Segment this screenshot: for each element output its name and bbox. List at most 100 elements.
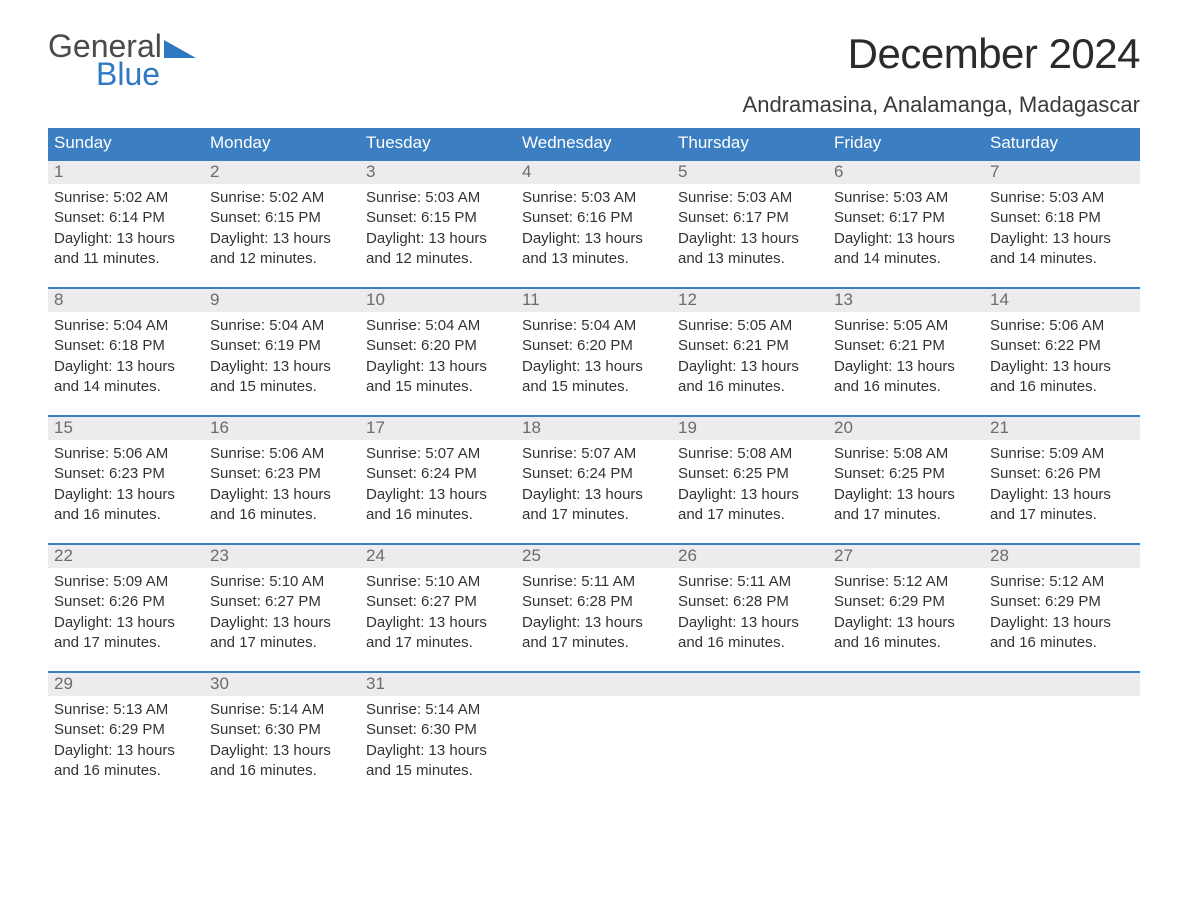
sunset-line: Sunset: 6:28 PM: [678, 592, 822, 612]
sunset-line: Sunset: 6:19 PM: [210, 336, 354, 356]
sunset-line: Sunset: 6:27 PM: [210, 592, 354, 612]
day-cell: Sunrise: 5:14 AMSunset: 6:30 PMDaylight:…: [360, 696, 516, 781]
sunrise-line: Sunrise: 5:08 AM: [834, 444, 978, 464]
day-cell: Sunrise: 5:12 AMSunset: 6:29 PMDaylight:…: [828, 568, 984, 653]
sunset-line: Sunset: 6:23 PM: [210, 464, 354, 484]
day-cell: Sunrise: 5:08 AMSunset: 6:25 PMDaylight:…: [828, 440, 984, 525]
sunset-line: Sunset: 6:15 PM: [210, 208, 354, 228]
day-number: 23: [204, 545, 360, 568]
dow-cell: Saturday: [984, 128, 1140, 159]
daylight-line: Daylight: 13 hours and 13 minutes.: [522, 229, 666, 270]
day-number: 21: [984, 417, 1140, 440]
day-cell: Sunrise: 5:08 AMSunset: 6:25 PMDaylight:…: [672, 440, 828, 525]
sunset-line: Sunset: 6:23 PM: [54, 464, 198, 484]
day-number: 14: [984, 289, 1140, 312]
day-cell: Sunrise: 5:05 AMSunset: 6:21 PMDaylight:…: [672, 312, 828, 397]
sunrise-line: Sunrise: 5:06 AM: [990, 316, 1134, 336]
sunrise-line: Sunrise: 5:10 AM: [366, 572, 510, 592]
dow-cell: Thursday: [672, 128, 828, 159]
daylight-line: Daylight: 13 hours and 16 minutes.: [678, 357, 822, 398]
day-cell: Sunrise: 5:04 AMSunset: 6:20 PMDaylight:…: [360, 312, 516, 397]
sunrise-line: Sunrise: 5:12 AM: [990, 572, 1134, 592]
day-cell: Sunrise: 5:10 AMSunset: 6:27 PMDaylight:…: [360, 568, 516, 653]
day-number: 29: [48, 673, 204, 696]
sunrise-line: Sunrise: 5:05 AM: [678, 316, 822, 336]
daylight-line: Daylight: 13 hours and 16 minutes.: [834, 357, 978, 398]
daylight-line: Daylight: 13 hours and 16 minutes.: [678, 613, 822, 654]
daylight-line: Daylight: 13 hours and 16 minutes.: [990, 613, 1134, 654]
daylight-line: Daylight: 13 hours and 17 minutes.: [54, 613, 198, 654]
week-row: 1234567Sunrise: 5:02 AMSunset: 6:14 PMDa…: [48, 159, 1140, 269]
day-number-row: 891011121314: [48, 289, 1140, 312]
sunrise-line: Sunrise: 5:11 AM: [678, 572, 822, 592]
sunrise-line: Sunrise: 5:03 AM: [834, 188, 978, 208]
daylight-line: Daylight: 13 hours and 11 minutes.: [54, 229, 198, 270]
daylight-line: Daylight: 13 hours and 16 minutes.: [990, 357, 1134, 398]
sunset-line: Sunset: 6:16 PM: [522, 208, 666, 228]
daylight-line: Daylight: 13 hours and 15 minutes.: [210, 357, 354, 398]
sunrise-line: Sunrise: 5:02 AM: [54, 188, 198, 208]
day-number-row: 15161718192021: [48, 417, 1140, 440]
sunrise-line: Sunrise: 5:13 AM: [54, 700, 198, 720]
sunset-line: Sunset: 6:24 PM: [366, 464, 510, 484]
day-cell: Sunrise: 5:04 AMSunset: 6:18 PMDaylight:…: [48, 312, 204, 397]
sunrise-line: Sunrise: 5:07 AM: [366, 444, 510, 464]
dow-cell: Sunday: [48, 128, 204, 159]
day-number: 28: [984, 545, 1140, 568]
sunrise-line: Sunrise: 5:07 AM: [522, 444, 666, 464]
daylight-line: Daylight: 13 hours and 17 minutes.: [210, 613, 354, 654]
sunrise-line: Sunrise: 5:04 AM: [210, 316, 354, 336]
day-cell: Sunrise: 5:03 AMSunset: 6:16 PMDaylight:…: [516, 184, 672, 269]
sunset-line: Sunset: 6:18 PM: [54, 336, 198, 356]
day-number: 15: [48, 417, 204, 440]
day-number: 7: [984, 161, 1140, 184]
sunset-line: Sunset: 6:27 PM: [366, 592, 510, 612]
day-number: 12: [672, 289, 828, 312]
day-cell: Sunrise: 5:13 AMSunset: 6:29 PMDaylight:…: [48, 696, 204, 781]
day-number: 5: [672, 161, 828, 184]
day-cell: Sunrise: 5:10 AMSunset: 6:27 PMDaylight:…: [204, 568, 360, 653]
daylight-line: Daylight: 13 hours and 12 minutes.: [366, 229, 510, 270]
day-cell: Sunrise: 5:04 AMSunset: 6:20 PMDaylight:…: [516, 312, 672, 397]
daylight-line: Daylight: 13 hours and 17 minutes.: [990, 485, 1134, 526]
sunrise-line: Sunrise: 5:11 AM: [522, 572, 666, 592]
day-number: 11: [516, 289, 672, 312]
sunset-line: Sunset: 6:21 PM: [678, 336, 822, 356]
daylight-line: Daylight: 13 hours and 15 minutes.: [366, 741, 510, 782]
sunrise-line: Sunrise: 5:03 AM: [522, 188, 666, 208]
calendar: SundayMondayTuesdayWednesdayThursdayFrid…: [48, 128, 1140, 781]
day-cell: Sunrise: 5:02 AMSunset: 6:15 PMDaylight:…: [204, 184, 360, 269]
day-number: 3: [360, 161, 516, 184]
day-number: 10: [360, 289, 516, 312]
day-cell: Sunrise: 5:02 AMSunset: 6:14 PMDaylight:…: [48, 184, 204, 269]
day-number: 13: [828, 289, 984, 312]
sunset-line: Sunset: 6:14 PM: [54, 208, 198, 228]
day-number: 27: [828, 545, 984, 568]
daylight-line: Daylight: 13 hours and 16 minutes.: [210, 741, 354, 782]
day-number: 9: [204, 289, 360, 312]
sunset-line: Sunset: 6:29 PM: [990, 592, 1134, 612]
day-cell: Sunrise: 5:09 AMSunset: 6:26 PMDaylight:…: [984, 440, 1140, 525]
day-number: 4: [516, 161, 672, 184]
day-cell: Sunrise: 5:03 AMSunset: 6:15 PMDaylight:…: [360, 184, 516, 269]
daylight-line: Daylight: 13 hours and 14 minutes.: [990, 229, 1134, 270]
sunrise-line: Sunrise: 5:14 AM: [366, 700, 510, 720]
sunset-line: Sunset: 6:22 PM: [990, 336, 1134, 356]
daylight-line: Daylight: 13 hours and 17 minutes.: [522, 485, 666, 526]
day-number: 20: [828, 417, 984, 440]
sunrise-line: Sunrise: 5:04 AM: [366, 316, 510, 336]
sunset-line: Sunset: 6:20 PM: [522, 336, 666, 356]
sunset-line: Sunset: 6:21 PM: [834, 336, 978, 356]
sunset-line: Sunset: 6:30 PM: [366, 720, 510, 740]
day-number: 25: [516, 545, 672, 568]
day-cell: Sunrise: 5:03 AMSunset: 6:18 PMDaylight:…: [984, 184, 1140, 269]
daylight-line: Daylight: 13 hours and 15 minutes.: [522, 357, 666, 398]
sunset-line: Sunset: 6:29 PM: [54, 720, 198, 740]
sunset-line: Sunset: 6:28 PM: [522, 592, 666, 612]
daylight-line: Daylight: 13 hours and 14 minutes.: [834, 229, 978, 270]
sunset-line: Sunset: 6:26 PM: [54, 592, 198, 612]
daylight-line: Daylight: 13 hours and 16 minutes.: [366, 485, 510, 526]
week-row: 891011121314Sunrise: 5:04 AMSunset: 6:18…: [48, 287, 1140, 397]
week-row: 293031Sunrise: 5:13 AMSunset: 6:29 PMDay…: [48, 671, 1140, 781]
sunrise-line: Sunrise: 5:10 AM: [210, 572, 354, 592]
